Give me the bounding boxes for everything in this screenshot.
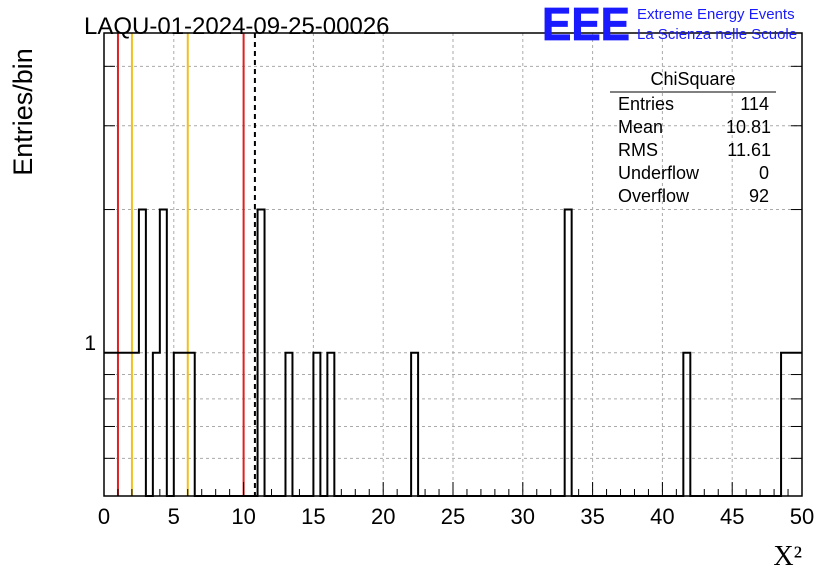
stats-box: ChiSquare Entries 114 Mean 10.81 RMS 11.…: [610, 69, 776, 206]
x-tick-label: 10: [231, 504, 255, 529]
stats-label-rms: RMS: [618, 140, 658, 160]
chart-title: LAQU-01-2024-09-25-00026: [84, 13, 390, 40]
x-axis-ticks: 0 5 10 15 20 25 30 35 40 45 50: [98, 482, 814, 529]
x-axis-label: X²: [773, 541, 802, 572]
y-axis-label: Entries/bin: [8, 48, 38, 176]
stats-value-overflow: 92: [749, 186, 769, 206]
stats-value-rms: 11.61: [727, 140, 771, 160]
grid-lines: [104, 33, 802, 496]
eee-logo: EEE Extreme Energy Events La Scienza nel…: [542, 0, 798, 50]
stats-value-mean: 10.81: [726, 117, 771, 137]
reference-lines: [116, 33, 256, 496]
x-tick-label: 20: [371, 504, 395, 529]
stats-label-underflow: Underflow: [618, 163, 700, 183]
x-tick-label: 0: [98, 504, 110, 529]
eee-logo-mark: EEE: [542, 0, 630, 50]
x-tick-label: 30: [511, 504, 535, 529]
x-tick-label: 50: [790, 504, 814, 529]
stats-label-overflow: Overflow: [618, 186, 690, 206]
x-tick-label: 35: [580, 504, 604, 529]
y-tick-label: 1: [84, 332, 96, 355]
x-tick-label: 5: [168, 504, 180, 529]
eee-logo-line1: Extreme Energy Events: [637, 6, 795, 23]
x-tick-label: 15: [301, 504, 325, 529]
stats-title: ChiSquare: [650, 69, 735, 89]
y-axis-ticks: [104, 65, 802, 459]
eee-logo-line2: La Scienza nelle Scuole: [637, 26, 797, 43]
stats-label-mean: Mean: [618, 117, 663, 137]
x-tick-label: 45: [720, 504, 744, 529]
x-tick-label: 40: [650, 504, 674, 529]
stats-value-underflow: 0: [759, 163, 769, 183]
x-tick-label: 25: [441, 504, 465, 529]
stats-label-entries: Entries: [618, 94, 674, 114]
stats-value-entries: 114: [740, 94, 769, 114]
